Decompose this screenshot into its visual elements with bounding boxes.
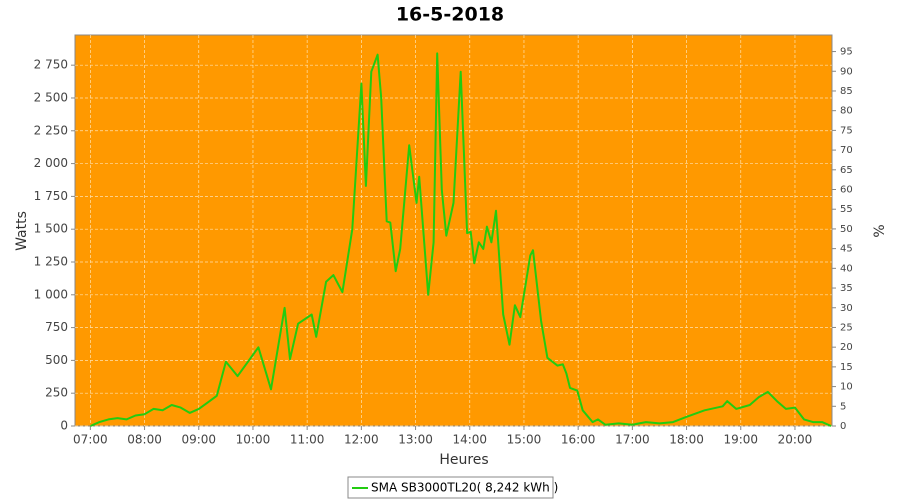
y-tick-label: 2 250 xyxy=(34,123,68,137)
y2-tick-label: 0 xyxy=(840,421,846,432)
y-tick-label: 750 xyxy=(45,320,68,334)
y2-tick-label: 60 xyxy=(840,185,853,196)
y-tick-label: 0 xyxy=(60,419,68,433)
x-tick-label: 08:00 xyxy=(127,433,162,447)
y2-tick-label: 70 xyxy=(840,145,853,156)
series-line xyxy=(90,52,832,427)
x-tick-label: 11:00 xyxy=(290,433,325,447)
y-tick-label: 2 000 xyxy=(34,156,68,170)
x-tick-label: 07:00 xyxy=(73,433,108,447)
x-tick-label: 15:00 xyxy=(507,433,542,447)
x-tick-label: 14:00 xyxy=(452,433,487,447)
plot-area xyxy=(74,34,833,427)
y2-tick-label: 80 xyxy=(840,106,853,117)
legend: SMA SB3000TL20( 8,242 kWh ) xyxy=(347,476,558,499)
y-tick-label: 1 500 xyxy=(34,222,68,236)
y2-tick-label: 30 xyxy=(840,303,853,314)
x-tick-label: 10:00 xyxy=(236,433,271,447)
y2-tick-label: 85 xyxy=(840,86,853,97)
y-tick-label: 500 xyxy=(45,353,68,367)
y2-tick-label: 75 xyxy=(840,125,853,136)
x-tick-label: 19:00 xyxy=(723,433,758,447)
x-axis-label: Heures xyxy=(439,452,488,468)
y2-tick-label: 95 xyxy=(840,47,853,58)
y-tick-label: 1 000 xyxy=(34,287,68,301)
y2-tick-label: 10 xyxy=(840,382,853,393)
x-tick-label: 13:00 xyxy=(398,433,433,447)
y2-tick-label: 25 xyxy=(840,322,853,333)
y2-tick-label: 65 xyxy=(840,165,853,176)
y2-tick-label: 55 xyxy=(840,204,853,215)
y2-tick-label: 50 xyxy=(840,224,853,235)
y-tick-label: 1 250 xyxy=(34,254,68,268)
y2-tick-label: 40 xyxy=(840,263,853,274)
y-tick-label: 2 750 xyxy=(34,58,68,72)
x-tick-label: 18:00 xyxy=(669,433,704,447)
y2-tick-label: 15 xyxy=(840,362,853,373)
chart-title: 16-5-2018 xyxy=(396,4,504,26)
y2-tick-label: 5 xyxy=(840,401,846,412)
legend-label: SMA SB3000TL20( 8,242 kWh ) xyxy=(371,481,558,495)
x-tick-label: 16:00 xyxy=(561,433,596,447)
x-tick-label: 20:00 xyxy=(778,433,813,447)
y-tick-label: 1 750 xyxy=(34,189,68,203)
y-tick-label: 2 500 xyxy=(34,90,68,104)
x-tick-label: 17:00 xyxy=(615,433,650,447)
y-tick-label: 250 xyxy=(45,386,68,400)
x-tick-label: 09:00 xyxy=(181,433,216,447)
y-axis-label: Watts xyxy=(14,211,30,251)
y2-tick-label: 20 xyxy=(840,342,853,353)
y2-tick-label: 45 xyxy=(840,244,853,255)
legend-box xyxy=(347,476,554,499)
y2-axis-label: % xyxy=(872,224,888,237)
y2-tick-label: 90 xyxy=(840,66,853,77)
y2-tick-label: 35 xyxy=(840,283,853,294)
x-tick-label: 12:00 xyxy=(344,433,379,447)
